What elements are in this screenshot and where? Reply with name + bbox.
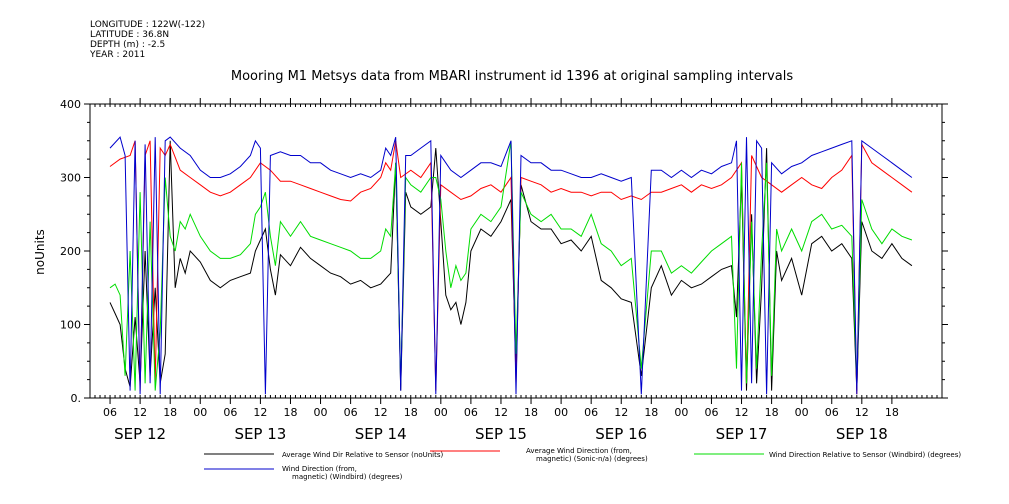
metadata-depth: DEPTH (m) : -2.5 xyxy=(90,40,166,50)
legend-label-0: Average Wind Dir Relative to Sensor (noU… xyxy=(282,451,443,459)
y-tick-label: 200 xyxy=(60,245,81,258)
x-tick-label: 06 xyxy=(825,406,839,419)
x-tick-label: 00 xyxy=(314,406,328,419)
series-line-3 xyxy=(109,136,913,395)
x-tick-label: 12 xyxy=(374,406,388,419)
metadata-block: LONGITUDE : 122W(-122) LATITUDE : 36.8N … xyxy=(90,20,205,60)
metadata-longitude: LONGITUDE : 122W(-122) xyxy=(90,20,206,30)
y-axis-label: noUnits xyxy=(33,229,47,275)
x-date-label: SEP 14 xyxy=(355,425,407,443)
legend: Average Wind Dir Relative to Sensor (noU… xyxy=(204,447,961,481)
x-date-label: SEP 18 xyxy=(836,425,888,443)
x-date-label: SEP 12 xyxy=(114,425,166,443)
legend-label-3: Wind Direction (from, xyxy=(282,465,357,473)
x-tick-label: 12 xyxy=(614,406,628,419)
metadata-latitude: LATITUDE : 36.8N xyxy=(90,30,170,40)
x-tick-label: 12 xyxy=(855,406,869,419)
x-tick-label: 12 xyxy=(253,406,267,419)
metadata-year: YEAR : 2011 xyxy=(90,50,146,60)
x-date-label: SEP 16 xyxy=(595,425,647,443)
x-tick-label: 00 xyxy=(434,406,448,419)
x-tick-label: 18 xyxy=(765,406,779,419)
x-tick-label: 18 xyxy=(885,406,899,419)
x-tick-label: 06 xyxy=(223,406,237,419)
legend-label-2: Wind Direction Relative to Sensor (Windb… xyxy=(769,451,961,459)
series-line-1 xyxy=(109,140,913,395)
x-tick-label: 18 xyxy=(644,406,658,419)
x-tick-label: 06 xyxy=(103,406,117,419)
y-tick-label: 0. xyxy=(71,392,82,405)
x-tick-label: 06 xyxy=(704,406,718,419)
x-date-label: SEP 17 xyxy=(716,425,768,443)
y-tick-label: 100 xyxy=(60,319,81,332)
x-date-label: SEP 15 xyxy=(475,425,527,443)
chart-title: Mooring M1 Metsys data from MBARI instru… xyxy=(231,69,793,84)
x-tick-label: 18 xyxy=(283,406,297,419)
x-tick-label: 18 xyxy=(163,406,177,419)
legend-label-3: magnetic) (Windbird) (degrees) xyxy=(292,473,403,481)
x-tick-label: 00 xyxy=(795,406,809,419)
x-tick-label: 18 xyxy=(404,406,418,419)
x-tick-label: 12 xyxy=(133,406,147,419)
x-tick-label: 00 xyxy=(193,406,207,419)
legend-label-1: Average Wind Direction (from, xyxy=(526,447,632,455)
x-tick-label: 06 xyxy=(464,406,478,419)
x-tick-label: 00 xyxy=(674,406,688,419)
x-tick-label: 06 xyxy=(584,406,598,419)
x-tick-label: 06 xyxy=(344,406,358,419)
legend-label-1: magnetic) (Sonic-n/a) (degrees) xyxy=(536,455,648,463)
series-layer xyxy=(109,136,913,395)
x-tick-label: 12 xyxy=(494,406,508,419)
x-tick-label: 12 xyxy=(735,406,749,419)
y-tick-label: 300 xyxy=(60,172,81,185)
series-line-2 xyxy=(109,140,913,391)
x-date-label: SEP 13 xyxy=(234,425,286,443)
axes-layer: 0. 100 200 300 400 06 12 18 00 06 12 18 00 06 12 18 00 06… xyxy=(60,98,948,443)
x-tick-label: 00 xyxy=(554,406,568,419)
x-tick-label: 18 xyxy=(524,406,538,419)
y-tick-label: 400 xyxy=(60,98,81,111)
